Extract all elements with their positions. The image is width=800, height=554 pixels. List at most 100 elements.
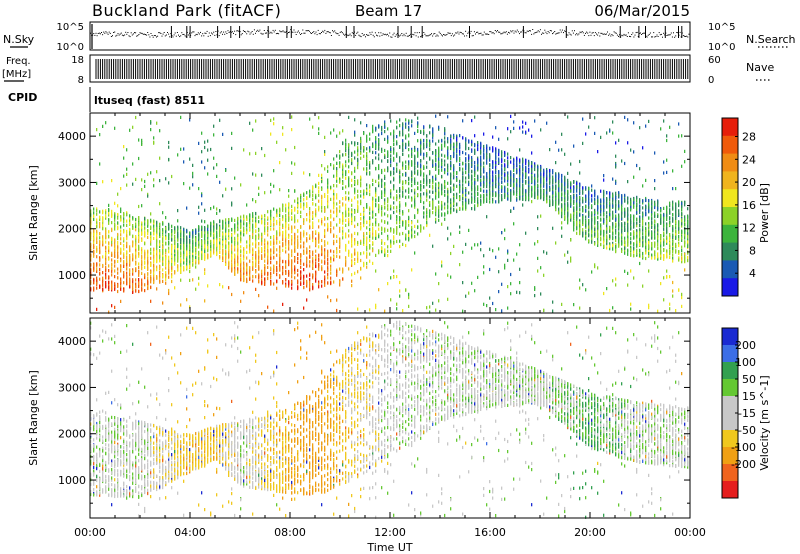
heatmap-cell — [276, 273, 278, 277]
heatmap-cell — [105, 259, 107, 263]
heatmap-cell — [120, 259, 122, 263]
heatmap-cell — [108, 234, 110, 238]
nsky-point — [255, 32, 256, 34]
heatmap-cell — [183, 233, 185, 237]
heatmap-cell — [105, 214, 107, 218]
heatmap-cell — [399, 159, 401, 163]
heatmap-cell — [423, 226, 425, 230]
nsky-point — [624, 34, 626, 36]
heatmap-cell — [303, 278, 305, 282]
heatmap-cell — [411, 180, 413, 184]
heatmap-cell — [411, 120, 413, 124]
heatmap-cell — [321, 284, 323, 288]
heatmap-cell — [345, 191, 347, 195]
nsky-point — [483, 31, 485, 33]
heatmap-cell — [105, 257, 107, 261]
heatmap-cell — [150, 239, 152, 243]
heatmap-cell — [93, 234, 95, 238]
heatmap-cell — [117, 227, 119, 231]
heatmap-cell — [309, 226, 311, 230]
heatmap-cell — [432, 301, 434, 305]
heatmap-cell — [225, 218, 227, 222]
heatmap-cell — [177, 228, 179, 232]
heatmap-cell — [99, 162, 101, 166]
heatmap-cell — [249, 227, 251, 231]
heatmap-cell — [255, 240, 257, 244]
nsky-point — [288, 32, 289, 33]
heatmap-cell — [222, 251, 224, 255]
heatmap-cell — [315, 193, 317, 197]
heatmap-cell — [390, 216, 392, 220]
heatmap-cell — [189, 247, 191, 251]
heatmap-cell — [246, 250, 248, 254]
heatmap-cell — [189, 186, 191, 190]
heatmap-cell — [309, 273, 311, 277]
heatmap-cell — [195, 287, 197, 291]
heatmap-cell — [264, 191, 266, 195]
heatmap-cell — [261, 269, 263, 273]
heatmap-cell — [408, 154, 410, 158]
heatmap-cell — [264, 251, 266, 255]
heatmap-cell — [378, 153, 380, 157]
heatmap-cell — [249, 121, 251, 125]
nsky-point — [395, 34, 397, 36]
heatmap-cell — [252, 219, 254, 223]
freq-trace — [95, 59, 689, 79]
heatmap-cell — [345, 170, 347, 174]
heatmap-cell — [162, 237, 164, 241]
heatmap-cell — [375, 269, 377, 273]
heatmap-cell — [204, 166, 206, 170]
heatmap-cell — [315, 210, 317, 214]
nsky-point — [500, 33, 502, 35]
heatmap-cell — [312, 215, 314, 219]
heatmap-cell — [171, 266, 173, 270]
heatmap-cell — [366, 205, 368, 209]
heatmap-cell — [135, 177, 137, 181]
heatmap-cell — [312, 202, 314, 206]
nsky-point — [104, 32, 106, 34]
nsky-point — [168, 33, 170, 35]
heatmap-cell — [255, 223, 257, 227]
heatmap-cell — [405, 134, 407, 138]
heatmap-cell — [147, 280, 149, 284]
heatmap-cell — [324, 150, 326, 154]
heatmap-cell — [348, 170, 350, 174]
heatmap-cell — [288, 223, 290, 227]
heatmap-cell — [102, 271, 104, 275]
nsky-point — [610, 35, 612, 37]
heatmap-cell — [210, 226, 212, 230]
heatmap-cell — [183, 241, 185, 245]
heatmap-cell — [159, 129, 161, 133]
heatmap-cell — [276, 265, 278, 270]
heatmap-cell — [276, 214, 278, 218]
heatmap-cell — [129, 263, 131, 267]
heatmap-cell — [225, 187, 227, 191]
heatmap-cell — [300, 199, 302, 203]
heatmap-cell — [276, 238, 278, 242]
heatmap-cell — [108, 211, 110, 215]
heatmap-cell — [393, 275, 395, 279]
heatmap-cell — [153, 280, 155, 285]
heatmap-cell — [258, 258, 260, 262]
heatmap-cell — [228, 232, 230, 236]
heatmap-cell — [372, 232, 374, 236]
heatmap-cell — [315, 272, 317, 276]
heatmap-cell — [120, 277, 122, 281]
heatmap-cell — [141, 282, 143, 286]
heatmap-cell — [315, 279, 317, 283]
heatmap-cell — [363, 208, 365, 212]
heatmap-cell — [108, 203, 110, 207]
heatmap-cell — [405, 202, 407, 206]
heatmap-cell — [231, 292, 233, 297]
heatmap-cell — [408, 233, 410, 237]
heatmap-cell — [327, 197, 329, 201]
heatmap-cell — [342, 141, 344, 145]
heatmap-cell — [426, 210, 428, 214]
heatmap-cell — [348, 220, 350, 224]
heatmap-cell — [249, 271, 251, 275]
heatmap-cell — [201, 194, 203, 198]
heatmap-cell — [414, 234, 416, 239]
heatmap-cell — [273, 268, 275, 273]
heatmap-cell — [219, 230, 221, 234]
heatmap-cell — [282, 126, 284, 130]
